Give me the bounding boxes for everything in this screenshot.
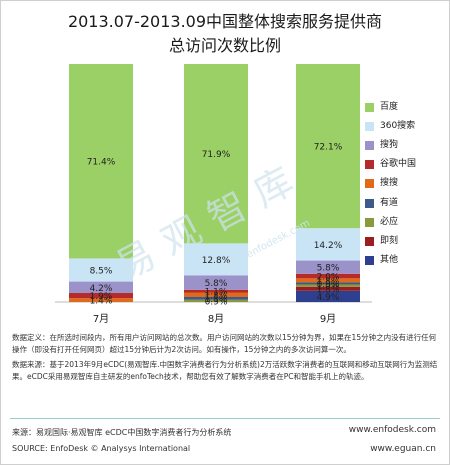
bar-segment bbox=[184, 292, 248, 298]
legend-item: 其他 bbox=[365, 254, 450, 268]
legend-label: 搜狗 bbox=[380, 140, 399, 150]
legend-label: 必应 bbox=[380, 217, 399, 227]
legend-label: 其他 bbox=[380, 255, 399, 265]
legend-item: 有道 bbox=[365, 197, 450, 211]
data-label: 5.8% bbox=[317, 264, 340, 274]
legend-item: 必应 bbox=[365, 216, 450, 230]
bar-segment bbox=[69, 258, 133, 282]
bar-segment bbox=[184, 275, 248, 290]
data-label: 1.0% bbox=[317, 282, 340, 292]
legend-swatch bbox=[365, 179, 374, 188]
bar-segment bbox=[296, 284, 360, 287]
legend-label: 360搜索 bbox=[380, 121, 416, 131]
notes: 数据定义：在所选时间段内，所有用户访问网站的总次数。用户访问网站的次数以15分钟… bbox=[12, 332, 438, 386]
bar-segment bbox=[296, 64, 360, 229]
data-source-note: 数据来源：基于2013年9月eCDC(易观智库.中国数字消费者行为分析系统)2万… bbox=[12, 360, 438, 381]
bar-segment bbox=[184, 64, 248, 244]
data-label: 1.1% bbox=[205, 288, 228, 298]
data-label: 72.1% bbox=[314, 143, 343, 153]
x-tick-label: 8月 bbox=[208, 313, 224, 325]
data-label: 4.2% bbox=[90, 284, 113, 294]
data-label: 71.4% bbox=[87, 158, 116, 168]
data-label: 1.8% bbox=[205, 291, 228, 301]
data-label: 0.9% bbox=[317, 280, 340, 290]
data-label: 8.5% bbox=[90, 267, 113, 277]
x-tick-label: 7月 bbox=[93, 313, 109, 325]
legend-label: 搜搜 bbox=[380, 178, 399, 188]
data-definition: 数据定义：在所选时间段内，所有用户访问网站的总次数。用户访问网站的次数以15分钟… bbox=[12, 333, 437, 354]
chart-title-line2: 总访问次数比例 bbox=[168, 36, 281, 55]
legend-swatch bbox=[365, 160, 374, 169]
bar-segment bbox=[296, 228, 360, 261]
legend-item: 搜搜 bbox=[365, 177, 450, 191]
legend-swatch bbox=[365, 141, 374, 150]
stacked-bar-chart: 1.4%1.9%4.2%8.5%71.4%7月0.9%1.1%1.8%1.1%5… bbox=[55, 64, 372, 325]
source-en: SOURCE: EnfoDesk © Analysys Internationa… bbox=[12, 444, 191, 453]
legend-swatch bbox=[365, 237, 374, 246]
bar-segment bbox=[184, 289, 248, 293]
data-label: 1.1% bbox=[205, 295, 228, 305]
data-label: 1.8% bbox=[317, 277, 340, 287]
bar-segment bbox=[184, 297, 248, 300]
data-label: 14.2% bbox=[314, 241, 343, 251]
data-label: 1.9% bbox=[90, 292, 113, 302]
chart-title-line1: 2013.07-2013.09中国整体搜索服务提供商 bbox=[67, 12, 383, 31]
legend-label: 有道 bbox=[380, 198, 399, 208]
legend-label: 谷歌中国 bbox=[380, 159, 417, 169]
legend-item: 搜狗 bbox=[365, 139, 450, 153]
legend-item: 即刻 bbox=[365, 235, 450, 249]
site-eguan[interactable]: www.eguan.cn bbox=[370, 444, 436, 454]
legend-item: 百度 bbox=[365, 101, 450, 115]
bar-segment bbox=[296, 290, 360, 302]
legend-label: 百度 bbox=[380, 102, 399, 112]
bar-segment bbox=[296, 286, 360, 291]
data-label: 0.9% bbox=[205, 297, 228, 307]
bar-segment bbox=[69, 298, 133, 302]
legend-item: 谷歌中国 bbox=[365, 158, 450, 172]
legend-swatch bbox=[365, 218, 374, 227]
data-label: 12.8% bbox=[202, 256, 231, 266]
bar-segment bbox=[296, 260, 360, 274]
site-enfodesk[interactable]: www.enfodesk.com bbox=[348, 425, 436, 435]
data-label: 5.8% bbox=[205, 279, 228, 289]
legend-label: 即刻 bbox=[380, 236, 399, 246]
legend-swatch bbox=[365, 199, 374, 208]
bar-segment bbox=[296, 273, 360, 279]
legend-swatch bbox=[365, 256, 374, 265]
bar-segment bbox=[184, 243, 248, 276]
data-label: 1.4% bbox=[90, 297, 113, 307]
legend-swatch bbox=[365, 103, 374, 112]
bar-segment bbox=[296, 282, 360, 285]
data-label: 71.9% bbox=[202, 150, 231, 160]
bar-segment bbox=[296, 278, 360, 283]
bar-segment bbox=[69, 64, 133, 259]
source-cn: 来源：易观国际·易观智库 eCDC中国数字消费者行为分析系统 bbox=[12, 428, 232, 437]
data-label: 4.9% bbox=[317, 293, 340, 303]
x-tick-label: 9月 bbox=[320, 313, 336, 325]
legend-swatch bbox=[365, 122, 374, 131]
legend-item: 360搜索 bbox=[365, 120, 450, 134]
data-label: 2.0% bbox=[317, 273, 340, 283]
data-label: 1.8% bbox=[317, 285, 340, 295]
bar-segment bbox=[69, 293, 133, 299]
footer-divider bbox=[10, 418, 440, 419]
bar-segment bbox=[69, 281, 133, 294]
bar-segment bbox=[184, 299, 248, 302]
